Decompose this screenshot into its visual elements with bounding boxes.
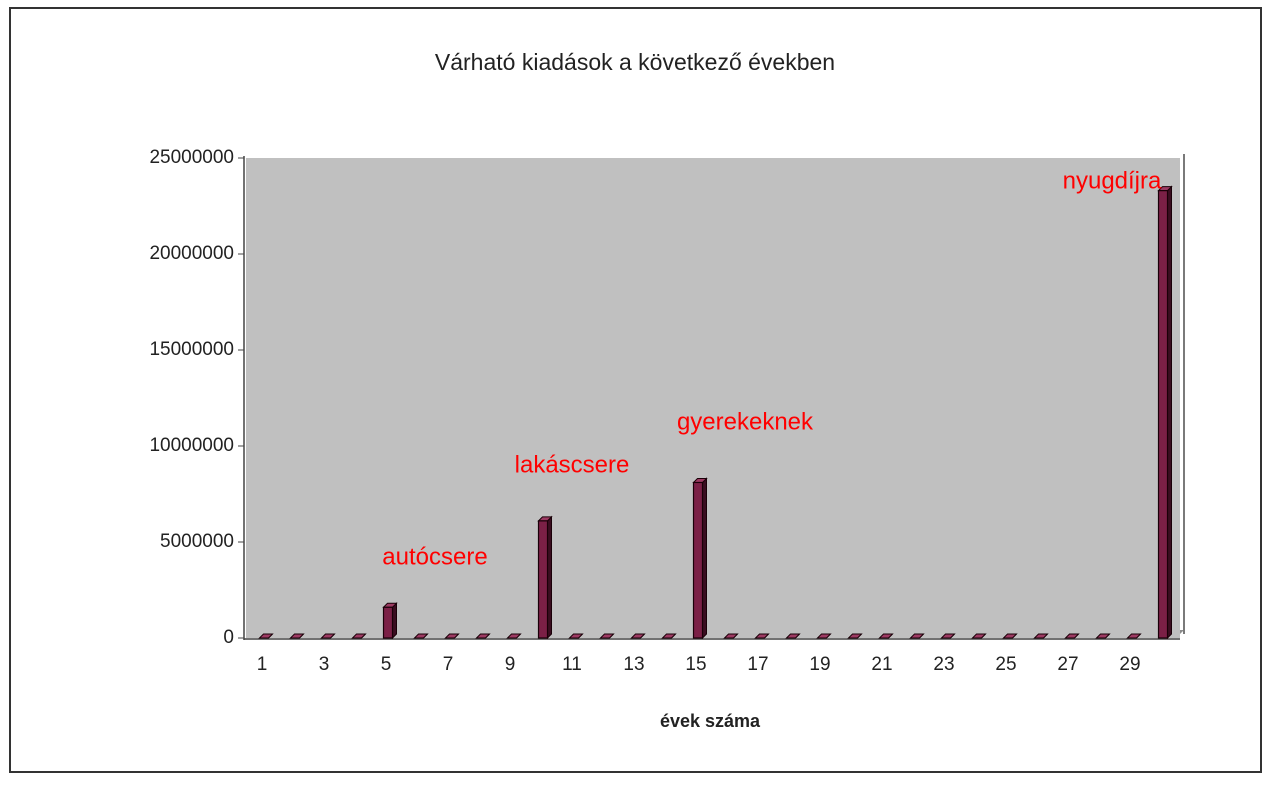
bar-top [413,633,429,639]
bar-top [599,633,615,639]
bar-top [320,633,336,639]
bar-top [258,633,274,639]
x-tick-label: 29 [1119,654,1140,675]
bar-side [392,602,397,640]
bar-top [847,633,863,639]
bar [382,606,394,639]
x-tick-label: 23 [933,654,954,675]
x-tick-label: 27 [1057,654,1078,675]
bar-top [506,633,522,639]
annotation: nyugdíjra [1063,167,1162,194]
bar-top [785,633,801,639]
bar-top [971,633,987,639]
bar-top [351,633,367,639]
x-tick-label: 15 [685,654,706,675]
bar [537,520,549,639]
bar-top [1064,633,1080,639]
x-tick-label: 7 [443,654,454,675]
x-tick-label: 17 [747,654,768,675]
bar-top [940,633,956,639]
y-tick-label: 15000000 [149,339,234,360]
annotation: gyerekeknek [677,408,814,435]
bar-top [816,633,832,639]
bar [692,481,704,639]
plot-area [246,158,1180,638]
bar-top [1126,633,1142,639]
x-tick-label: 3 [319,654,330,675]
y-tick-label: 25000000 [149,147,234,168]
annotation: autócsere [382,543,487,570]
x-tick-label: 19 [809,654,830,675]
bar-top [289,633,305,639]
y-tick-label: 20000000 [149,243,234,264]
bar-top [1095,633,1111,639]
bar-top [630,633,646,639]
x-tick-label: 5 [381,654,392,675]
x-tick-label: 21 [871,654,892,675]
x-tick-label: 25 [995,654,1016,675]
x-tick-label: 13 [623,654,644,675]
annotation: lakáscsere [515,451,630,478]
y-tick-label: 0 [223,627,234,648]
x-tick-label: 1 [257,654,268,675]
bar [1157,190,1169,639]
bar-top [754,633,770,639]
bar-top [1002,633,1018,639]
y-tick-label: 10000000 [149,435,234,456]
x-axis-label: évek száma [660,711,761,731]
y-tick-label: 5000000 [160,531,234,552]
bar-top [661,633,677,639]
bar-top [568,633,584,639]
chart-title: Várható kiadások a következő években [435,49,835,75]
bar-top [723,633,739,639]
bar-top [475,633,491,639]
bar-top [444,633,460,639]
x-tick-label: 9 [505,654,516,675]
bar-top [1033,633,1049,639]
x-tick-label: 11 [562,654,582,675]
bar-top [878,633,894,639]
bar-top [909,633,925,639]
